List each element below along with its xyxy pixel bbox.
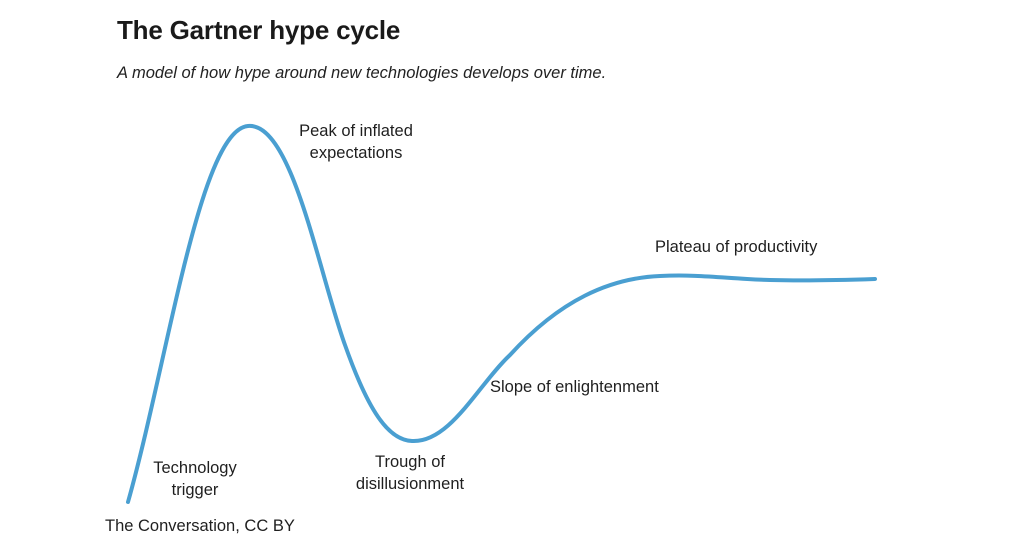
page-title: The Gartner hype cycle xyxy=(117,15,401,45)
stage-label-trough: Trough of disillusionment xyxy=(355,453,465,493)
hype-curve xyxy=(126,123,877,504)
stage-label-slope: Slope of enlightenment xyxy=(490,378,659,396)
stage-label-trigger: Technology trigger xyxy=(153,459,237,499)
source-credit: The Conversation, CC BY xyxy=(105,517,295,535)
page-subtitle: A model of how hype around new technolog… xyxy=(117,64,607,82)
stage-label-peak: Peak of inflated expectations xyxy=(299,122,413,162)
stage-label-plateau: Plateau of productivity xyxy=(655,238,818,256)
